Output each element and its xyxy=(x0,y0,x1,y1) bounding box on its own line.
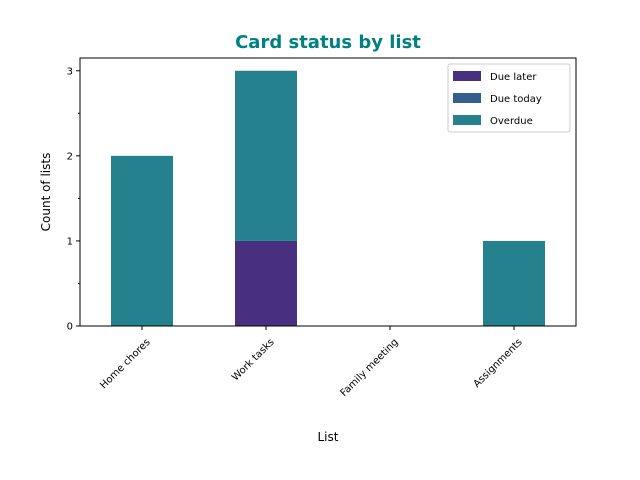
chart-title: Card status by list xyxy=(235,32,421,53)
x-tick-label: Family meeting xyxy=(339,337,401,399)
legend-swatch xyxy=(453,115,481,125)
x-tick-label: Assignments xyxy=(472,337,525,390)
bars xyxy=(111,70,545,326)
legend-label: Due later xyxy=(490,72,537,83)
y-axis-label: Count of lists xyxy=(39,153,53,232)
legend-label: Due today xyxy=(490,94,542,105)
legend: Due later Due today Overdue xyxy=(447,63,571,133)
bar-overdue-assignments xyxy=(483,240,545,326)
y-tick-label: 1 xyxy=(67,236,73,247)
y-tick-label: 3 xyxy=(67,66,73,77)
bar-due-later-work-tasks xyxy=(235,240,297,326)
legend-label: Overdue xyxy=(490,116,533,127)
plot-frame xyxy=(79,57,577,327)
x-tick-label: Home chores xyxy=(98,337,152,391)
x-axis-label: List xyxy=(318,430,339,444)
bar-overdue-home-chores xyxy=(111,155,173,326)
y-axis: 0 1 2 3 xyxy=(67,66,80,333)
bar-overdue-work-tasks xyxy=(235,70,297,241)
y-tick-label: 0 xyxy=(67,322,73,333)
y-tick-label: 2 xyxy=(67,151,73,162)
x-tick-label: Work tasks xyxy=(230,337,277,384)
legend-swatch xyxy=(453,93,481,103)
legend-swatch xyxy=(453,71,481,81)
x-axis: Home chores Work tasks Family meeting Assig… xyxy=(98,326,525,399)
